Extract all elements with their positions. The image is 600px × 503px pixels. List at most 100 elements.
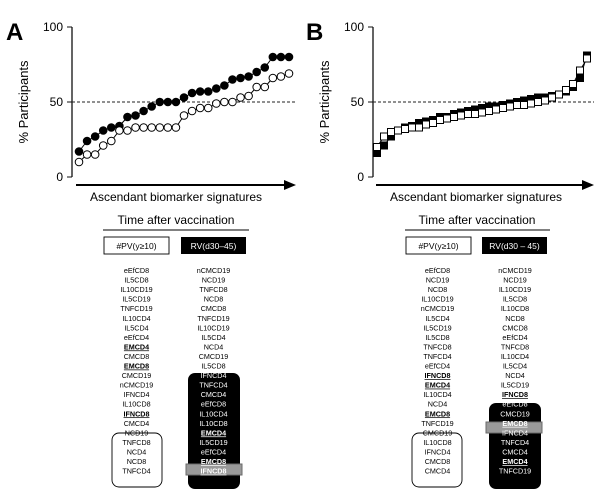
data-point-b-s2-4 — [394, 126, 402, 135]
table-a-col2-row-19: IL5CD19 — [199, 438, 227, 447]
data-point-a-s1-27 — [284, 52, 294, 62]
table-b-col1-row-13: EMCD4 — [425, 381, 450, 390]
data-point-a-s1-2 — [82, 136, 92, 146]
data-point-b-s2-5 — [401, 125, 409, 133]
table-a-col1-row-16: IFNCD8 — [124, 409, 150, 418]
table-a-col1-row-3: IL10CD19 — [120, 285, 152, 294]
data-point-a-s2-10 — [147, 123, 156, 132]
table-b-col1-row-16: EMCD8 — [425, 409, 450, 418]
table-header-b: Time after vaccination — [419, 213, 536, 227]
data-point-b-s2-6 — [408, 123, 416, 132]
table-b-col2-row-19: TNFCD4 — [501, 438, 529, 447]
table-b-col1-row-1: eEfCD8 — [425, 266, 450, 275]
data-point-a-s1-8 — [131, 111, 140, 120]
data-point-b-s2-16 — [478, 108, 486, 117]
data-point-a-s2-11 — [155, 123, 165, 132]
table-a-col2-row-14: CMCD4 — [201, 390, 227, 399]
data-point-b-s2-29 — [569, 80, 577, 88]
data-point-b-s2-22 — [520, 101, 528, 109]
data-point-a-s1-21 — [236, 73, 245, 83]
data-point-b-s2-11 — [443, 114, 451, 123]
table-a-col2-row-1: nCMCD19 — [197, 266, 231, 275]
data-point-b-s2-27 — [555, 90, 563, 99]
data-point-b-s2-19 — [499, 104, 507, 112]
data-point-b-s2-7 — [415, 123, 423, 132]
y-axis-label-a: % Participants — [16, 60, 31, 144]
data-point-b-s2-13 — [457, 111, 465, 120]
table-b-col1-row-9: TNFCD8 — [423, 342, 451, 351]
data-point-a-s1-9 — [139, 106, 148, 116]
table-a-col2-row-21: EMCD8 — [201, 457, 226, 466]
table-a-col1-row-4: IL5CD19 — [122, 295, 150, 304]
table-a-col1-row-20: NCD4 — [127, 448, 147, 457]
data-point-a-s1-17 — [203, 87, 213, 96]
data-point-a-s1-25 — [268, 52, 278, 62]
table-a-col1-row-10: CMCD8 — [124, 352, 150, 361]
col2-title-a: RV(d30–45) — [191, 241, 237, 251]
data-point-a-s1-19 — [220, 81, 229, 90]
data-point-b-s2-31 — [583, 54, 591, 63]
data-point-b-s2-21 — [513, 101, 521, 109]
table-a-col1-row-17: CMCD4 — [124, 419, 150, 428]
col1-title-box-a — [103, 236, 170, 255]
table-b-col1-row-19: IL10CD8 — [423, 438, 451, 447]
table-a-col2-row-17: IL10CD8 — [199, 419, 227, 428]
col2-title-box-b — [482, 237, 547, 254]
panel-b-chart: 0 50 100 % Participants Ascendant biomar… — [317, 20, 594, 204]
data-point-a-s1-15 — [187, 88, 197, 98]
table-b-col1-row-4: IL10CD19 — [421, 295, 453, 304]
table-b-col2-row-4: IL5CD8 — [503, 295, 527, 304]
data-point-a-s2-21 — [236, 93, 245, 102]
x-axis-arrowhead-b — [582, 180, 594, 190]
plot-area-b — [373, 51, 591, 157]
data-point-a-s2-13 — [171, 123, 181, 132]
data-point-a-s1-26 — [276, 52, 286, 62]
table-a-col2-row-9: NCD4 — [204, 342, 224, 351]
table-a-col1-row-13: nCMCD19 — [120, 381, 154, 390]
table-b-col2-row-9: TNFCD8 — [501, 342, 529, 351]
table-b-col2-row-21: EMCD4 — [502, 457, 527, 466]
table-b-col2: nCMCD19NCD19IL10CD19IL5CD8IL10CD8NCD8CMC… — [498, 266, 532, 476]
table-b-col2-row-16: CMCD19 — [500, 409, 530, 418]
panel-a-chart: 0 50 100 % Participants Ascendant biomar… — [16, 20, 296, 204]
data-point-a-s1-24 — [260, 63, 270, 72]
table-b-col2-row-18: IFNCD4 — [502, 428, 528, 437]
data-point-a-s2-3 — [90, 150, 100, 159]
data-point-b-s2-28 — [562, 86, 570, 94]
data-point-a-s1-10 — [147, 102, 156, 111]
panel-label-a: A — [6, 19, 23, 46]
data-point-a-s2-17 — [203, 103, 213, 113]
data-point-a-s1-14 — [179, 93, 189, 102]
table-a-col2-row-7: IL10CD19 — [197, 323, 229, 332]
table-a-col1-row-14: IFNCD4 — [124, 390, 150, 399]
table-b-col2-row-13: IL5CD19 — [501, 381, 529, 390]
data-point-a-s2-7 — [123, 126, 132, 135]
data-point-a-s1-13 — [171, 97, 181, 107]
data-point-a-s2-18 — [212, 99, 221, 108]
table-a-col1-row-18: NCD19 — [125, 428, 149, 437]
table-a-col1-row-2: IL5CD8 — [124, 276, 148, 285]
data-point-b-s1-2 — [380, 141, 388, 150]
table-b-col1-row-22: CMCD4 — [425, 467, 451, 476]
data-point-a-s2-15 — [187, 106, 197, 116]
ytick-label-a-0: 0 — [56, 170, 63, 184]
table-b-col2-row-12: NCD4 — [505, 371, 525, 380]
table-b-col1-row-21: CMCD8 — [425, 457, 451, 466]
table-b-col2-row-14: IFNCD8 — [502, 390, 528, 399]
col2-title-b: RV(d30 – 45) — [489, 241, 540, 251]
data-point-a-s2-20 — [228, 97, 237, 107]
data-point-a-s2-4 — [98, 141, 108, 150]
data-point-b-s2-20 — [506, 102, 514, 111]
data-point-b-s2-18 — [492, 105, 500, 114]
table-a-col1-row-9: EMCD4 — [124, 342, 149, 351]
table-a-col2-row-12: IFNCD4 — [201, 371, 227, 380]
table-b-col1-row-10: TNFCD4 — [423, 352, 451, 361]
col1-title-a: #PV(y≥10) — [116, 241, 156, 251]
table-a-col1-row-22: TNFCD4 — [122, 467, 150, 476]
table-b-col1-row-18: CMCD19 — [423, 428, 453, 437]
table-a-col2-row-5: CMCD8 — [201, 304, 227, 313]
table-b-col1-row-6: IL5CD4 — [425, 314, 449, 323]
table-a-col2-row-20: eEfCD4 — [201, 448, 226, 457]
table-b-col1-row-15: NCD4 — [428, 400, 448, 409]
